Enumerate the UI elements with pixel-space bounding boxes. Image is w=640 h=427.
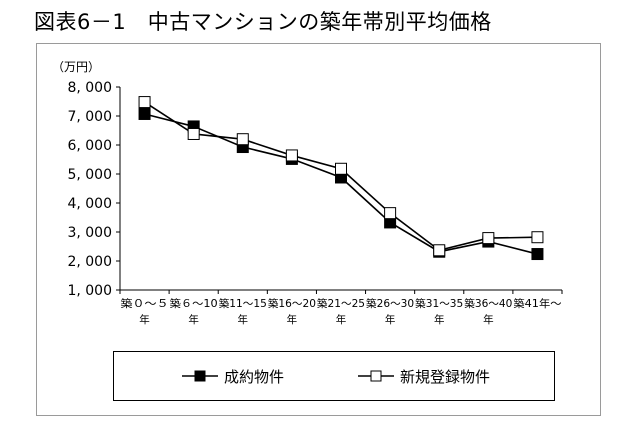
legend-item-contract: 成約物件 [182, 352, 284, 400]
y-tick-label: 4, 000 [67, 196, 112, 212]
x-tick-label: 築11～15 [219, 297, 267, 310]
x-tick-label-suffix: 年 [238, 313, 249, 326]
data-point-series-1 [433, 244, 446, 257]
x-tick-label: 築26～30 [366, 297, 414, 310]
data-point-series-1 [531, 231, 544, 244]
legend-label-contract: 成約物件 [224, 367, 285, 386]
x-tick-label-suffix: 年 [385, 313, 396, 326]
x-tick-label-suffix: 年 [483, 313, 494, 326]
data-point-series-1 [482, 232, 495, 245]
x-tick-label-suffix: 年 [434, 313, 445, 326]
y-tick-label: 7, 000 [67, 109, 112, 125]
data-point-series-1 [236, 133, 249, 146]
data-point-series-1 [335, 162, 347, 175]
chart-frame [36, 43, 601, 416]
x-tick-label: 築21～25 [317, 297, 365, 310]
y-axis-unit-label: （万円） [52, 60, 100, 74]
figure-title: 図表6－1 中古マンションの築年帯別平均価格 [34, 10, 492, 34]
legend-item-new-listing: 新規登録物件 [358, 352, 490, 400]
x-tick-label: 築41年～ [513, 297, 562, 310]
y-tick-label: 2, 000 [67, 254, 112, 270]
data-point-series-1 [138, 96, 151, 109]
x-tick-label: 築６～10 [170, 297, 218, 310]
x-tick-label-suffix: 年 [336, 313, 347, 326]
y-tick-label: 6, 000 [67, 138, 112, 154]
data-point-series-1 [384, 207, 397, 220]
y-tick-label: 8, 000 [67, 80, 112, 96]
legend: 成約物件 新規登録物件 [113, 351, 555, 401]
legend-label-new-listing: 新規登録物件 [400, 367, 491, 386]
y-tick-label: 3, 000 [67, 225, 112, 241]
x-tick-label-suffix: 年 [287, 313, 298, 326]
data-point-series-0 [531, 248, 544, 261]
x-tick-label: 築31～35 [415, 297, 463, 310]
x-tick-label: 築36～40 [464, 297, 512, 310]
data-point-series-1 [285, 149, 298, 162]
y-tick-label: 1, 000 [67, 283, 112, 299]
data-point-series-1 [187, 127, 200, 140]
x-tick-label: 築16～20 [268, 297, 316, 310]
y-tick-label: 5, 000 [67, 167, 112, 183]
data-point-series-0 [138, 107, 151, 120]
legend-marker-open-square-icon [358, 370, 394, 382]
x-tick-label: 築０～５ [121, 297, 169, 310]
x-tick-label-suffix: 年 [139, 313, 150, 326]
x-tick-label-suffix: 年 [188, 313, 199, 326]
legend-marker-filled-square-icon [182, 370, 218, 382]
